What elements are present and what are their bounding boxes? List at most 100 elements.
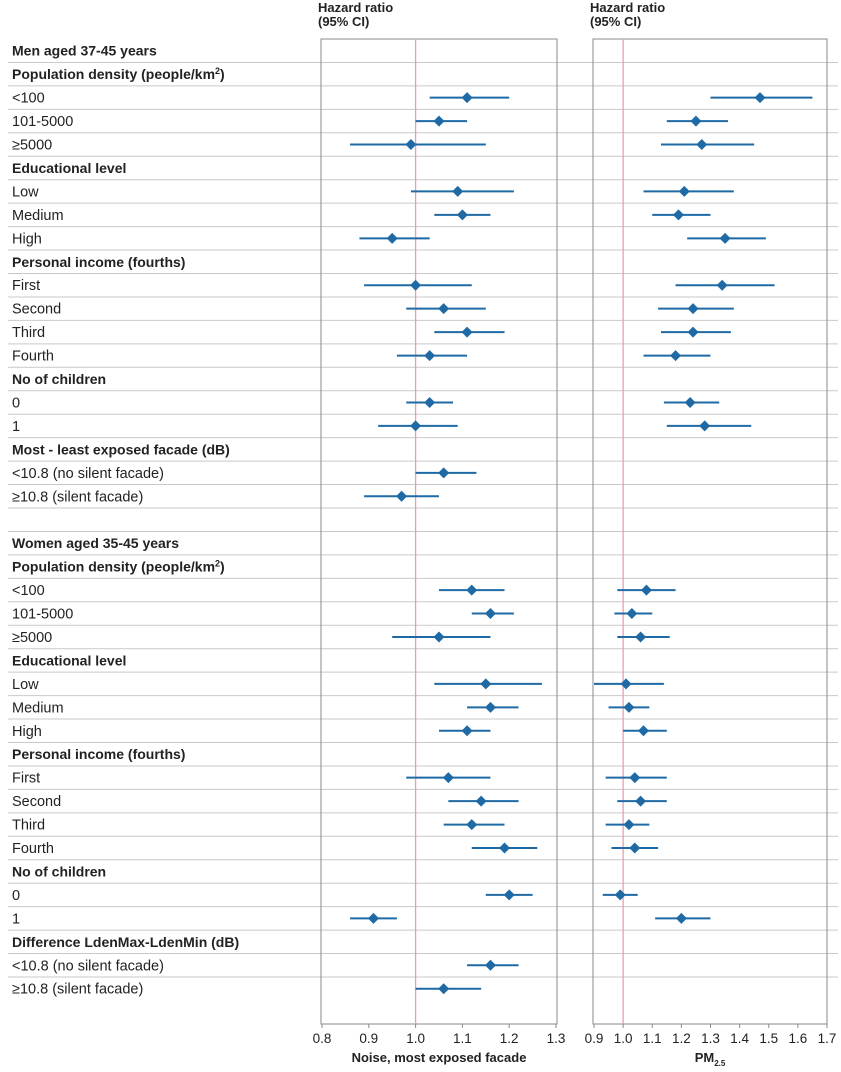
row-label: <10.8 (no silent facade) xyxy=(12,958,164,974)
hr-point-noise xyxy=(484,959,496,971)
axis-tick-label: 0.8 xyxy=(313,1031,332,1046)
hr-point-pm xyxy=(638,725,650,737)
hr-point-pm xyxy=(614,889,626,901)
row-label: Second xyxy=(12,302,61,318)
hr-point-pm xyxy=(629,772,641,784)
hr-point-noise xyxy=(410,279,422,291)
row-heading: Personal income (fourths) xyxy=(12,746,185,762)
row-label: Fourth xyxy=(12,349,54,365)
row-label: Medium xyxy=(12,700,64,716)
axis-tick-label: 1.0 xyxy=(614,1031,633,1046)
label-tail: ) xyxy=(220,559,225,575)
axis-tick-label: 1.5 xyxy=(759,1031,778,1046)
row-label: ≥10.8 (silent facade) xyxy=(12,982,143,998)
row-label: 101-5000 xyxy=(12,607,73,623)
hr-point-pm xyxy=(640,584,652,596)
row-label: 1 xyxy=(12,419,20,435)
axis-tick-label: 0.9 xyxy=(585,1031,604,1046)
hr-point-noise xyxy=(433,631,445,643)
hr-point-noise xyxy=(438,467,450,479)
hr-point-pm xyxy=(623,819,635,831)
axis-tick-label: 1.2 xyxy=(500,1031,519,1046)
row-label: 1 xyxy=(12,911,20,927)
row-label: 0 xyxy=(12,888,20,904)
hr-point-pm xyxy=(629,842,641,854)
hr-point-noise xyxy=(475,795,487,807)
hr-point-pm xyxy=(635,795,647,807)
panel-header-noise: (95% CI) xyxy=(318,14,369,29)
row-heading: Most - least exposed facade (dB) xyxy=(12,441,230,457)
axis-tick-label: 1.0 xyxy=(406,1031,425,1046)
hr-point-noise xyxy=(461,326,473,338)
panel-frame-noise xyxy=(320,38,558,1025)
row-label: Low xyxy=(12,677,39,693)
hr-point-noise xyxy=(410,420,422,432)
row-heading: Men aged 37-45 years xyxy=(12,43,157,59)
hr-point-pm xyxy=(675,912,687,924)
hr-point-pm xyxy=(687,326,699,338)
hr-point-noise xyxy=(386,232,398,244)
row-label: <100 xyxy=(12,583,45,599)
row-label: ≥5000 xyxy=(12,138,52,154)
hr-point-noise xyxy=(466,584,478,596)
panel-header-noise: Hazard ratio xyxy=(318,0,393,15)
row-label: ≥5000 xyxy=(12,630,52,646)
superscript: 2 xyxy=(215,559,220,569)
panel-header-pm25: (95% CI) xyxy=(590,14,641,29)
hr-point-pm xyxy=(699,420,711,432)
row-label: 101-5000 xyxy=(12,114,73,130)
row-label: ≥10.8 (silent facade) xyxy=(12,489,143,505)
row-label: Medium xyxy=(12,208,64,224)
row-label: <10.8 (no silent facade) xyxy=(12,466,164,482)
row-heading: Population density (people/km2) xyxy=(12,559,225,575)
hr-point-pm xyxy=(678,185,690,197)
row-label: Fourth xyxy=(12,841,54,857)
hr-point-pm xyxy=(754,92,766,104)
row-heading: Difference LdenMax-LdenMin (dB) xyxy=(12,934,239,950)
row-label: Third xyxy=(12,818,45,834)
hr-point-noise xyxy=(461,92,473,104)
row-label: First xyxy=(12,771,40,787)
axis-tick-label: 1.1 xyxy=(453,1031,472,1046)
row-heading: Educational level xyxy=(12,652,126,668)
row-heading: Population density (people/km2) xyxy=(12,66,225,82)
hr-point-pm xyxy=(670,350,682,362)
hr-point-noise xyxy=(396,490,408,502)
superscript: 2 xyxy=(215,66,220,76)
hr-point-noise xyxy=(405,139,417,151)
hr-point-pm xyxy=(635,631,647,643)
row-heading: Educational level xyxy=(12,160,126,176)
axis-label-noise: Noise, most exposed facade xyxy=(352,1050,527,1065)
hr-point-pm xyxy=(716,279,728,291)
axis-label-subscript: 2.5 xyxy=(714,1059,726,1068)
hr-point-pm xyxy=(719,232,731,244)
hr-point-noise xyxy=(466,819,478,831)
row-label: <100 xyxy=(12,91,45,107)
hr-point-noise xyxy=(442,772,454,784)
hr-point-noise xyxy=(461,725,473,737)
hr-point-noise xyxy=(424,396,436,408)
hr-point-noise xyxy=(433,115,445,127)
hr-point-noise xyxy=(480,678,492,690)
axis-tick-label: 1.1 xyxy=(643,1031,662,1046)
row-label: First xyxy=(12,278,40,294)
hr-point-noise xyxy=(452,185,464,197)
row-label: High xyxy=(12,231,42,247)
axis-tick-label: 1.2 xyxy=(672,1031,691,1046)
hr-point-pm xyxy=(696,139,708,151)
row-heading: Women aged 35-45 years xyxy=(12,535,179,551)
row-label: Third xyxy=(12,325,45,341)
row-label: 0 xyxy=(12,395,20,411)
axis-label-pm25: PM2.5 xyxy=(695,1050,726,1068)
hr-point-noise xyxy=(484,608,496,620)
axis-tick-label: 0.9 xyxy=(359,1031,378,1046)
row-heading: No of children xyxy=(12,863,106,879)
axis-tick-label: 1.3 xyxy=(701,1031,720,1046)
hr-point-pm xyxy=(684,396,696,408)
row-label: Low xyxy=(12,184,39,200)
row-label: High xyxy=(12,724,42,740)
row-heading: No of children xyxy=(12,371,106,387)
axis-tick-label: 1.6 xyxy=(788,1031,807,1046)
hr-point-pm xyxy=(623,701,635,713)
